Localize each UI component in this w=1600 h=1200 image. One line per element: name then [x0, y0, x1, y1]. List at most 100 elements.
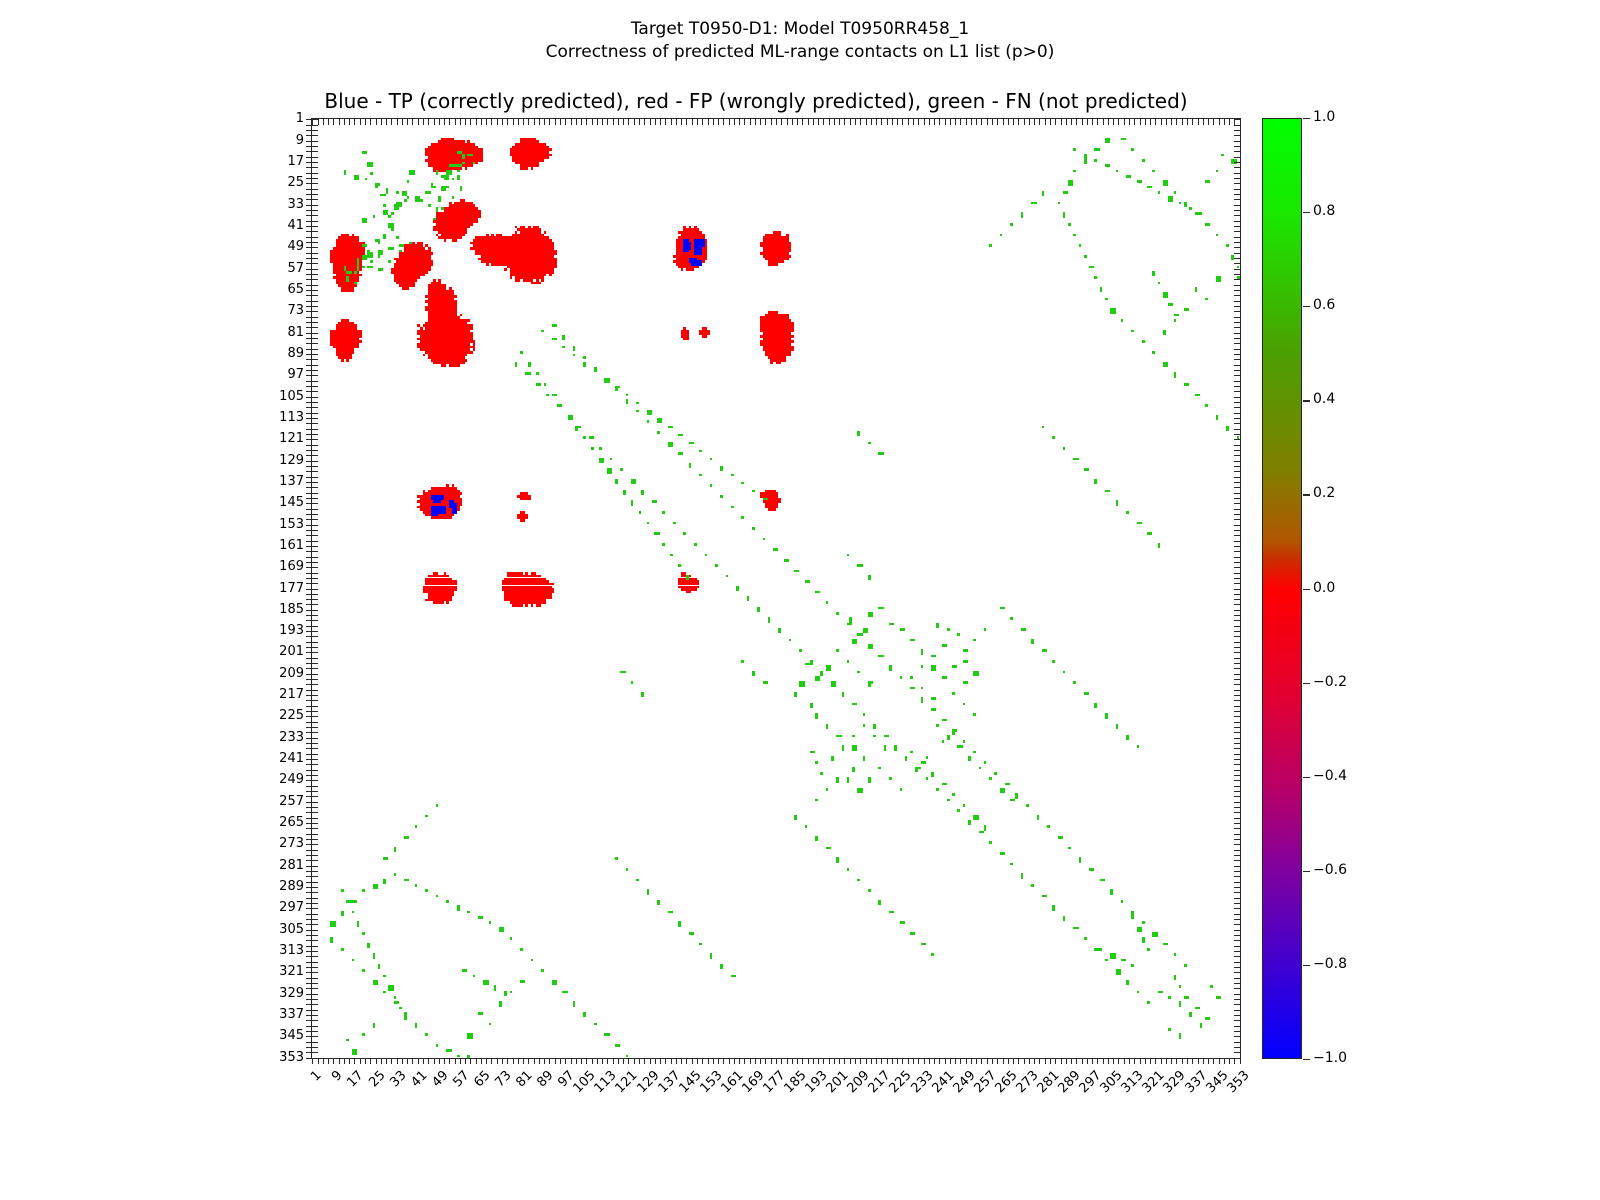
- contact-cell-fp: [446, 356, 449, 359]
- contact-cell-fp: [501, 254, 505, 258]
- contact-cell-fp: [467, 142, 471, 146]
- contact-cell-fp: [691, 228, 694, 231]
- contact-cell-fp: [493, 236, 497, 239]
- contact-cell-fp: [433, 220, 436, 223]
- contact-cell-fp: [335, 249, 339, 253]
- contact-cell-fp: [551, 582, 555, 586]
- contact-cell-fp: [427, 494, 431, 498]
- contact-cell-fp: [475, 238, 478, 242]
- contact-cell-fp: [767, 313, 771, 317]
- contact-cell-fp: [773, 500, 776, 503]
- contact-cell-fp: [538, 270, 542, 274]
- contact-cell-fp: [346, 350, 349, 354]
- contact-cell-fp: [538, 241, 542, 245]
- contact-cell-fn: [583, 436, 586, 439]
- contact-cell-fp: [520, 585, 523, 589]
- contact-cell-fp: [528, 230, 531, 234]
- contact-cell-fp: [441, 601, 444, 605]
- contact-cell-fp: [780, 318, 784, 322]
- contact-cell-fp: [451, 345, 455, 349]
- contact-cell-fp: [441, 334, 444, 338]
- contact-cell-fp: [462, 212, 465, 215]
- contact-cell-fp: [412, 260, 415, 263]
- contact-cell-fp: [767, 249, 771, 253]
- contact-cell-fp: [538, 236, 542, 239]
- contact-cell-fp: [517, 254, 521, 258]
- contact-cell-fp: [427, 294, 431, 298]
- contact-cell-fp: [406, 260, 410, 263]
- contact-cell-fp: [456, 209, 460, 213]
- contact-cell-fp: [786, 249, 789, 253]
- contact-cell-fp: [435, 284, 439, 287]
- contact-cell-fp: [788, 342, 792, 346]
- contact-cell-fp: [538, 273, 542, 277]
- contact-cell-fp: [530, 268, 534, 271]
- contact-cell-fp: [464, 142, 468, 146]
- contact-cell-fp: [441, 284, 444, 287]
- contact-cell-fp: [435, 300, 439, 303]
- contact-cell-fp: [338, 353, 341, 357]
- contact-cell-fp: [343, 353, 347, 357]
- contact-cell-fp: [477, 214, 481, 218]
- contact-cell-fp: [775, 254, 779, 258]
- contact-cell-fp: [448, 294, 452, 298]
- contact-cell-fn: [375, 238, 381, 242]
- contact-cell-fp: [533, 577, 536, 581]
- contact-cell-fp: [435, 596, 439, 599]
- contact-cell-fp: [512, 249, 515, 253]
- contact-cell-fp: [333, 268, 336, 271]
- contact-cell-fp: [333, 249, 336, 253]
- contact-cell-fp: [786, 252, 789, 255]
- contact-cell-fp: [530, 588, 534, 591]
- contact-cell-fp: [441, 486, 444, 490]
- contact-map-plot[interactable]: [311, 118, 1241, 1059]
- contact-cell-fp: [427, 345, 431, 349]
- contact-cell-fn: [433, 217, 436, 221]
- contact-cell-fp: [448, 289, 452, 293]
- contact-cell-fp: [688, 252, 692, 255]
- contact-cell-fp: [470, 222, 473, 226]
- contact-cell-fp: [765, 238, 768, 242]
- contact-cell-fp: [780, 246, 784, 250]
- contact-cell-fp: [786, 324, 789, 327]
- contact-cell-fp: [506, 246, 510, 250]
- contact-cell-fp: [520, 225, 523, 229]
- contact-cell-fp: [504, 268, 507, 271]
- contact-cell-fp: [522, 513, 526, 517]
- contact-cell-fp: [451, 364, 455, 367]
- contact-cell-fp: [538, 604, 542, 607]
- contact-cell-fp: [464, 340, 468, 343]
- contact-cell-fp: [433, 489, 436, 493]
- contact-cell-fp: [780, 238, 784, 242]
- contact-cell-fp: [683, 233, 687, 237]
- contact-cell-fp: [348, 321, 352, 325]
- contact-cell-fp: [443, 332, 447, 335]
- contact-cell-fp: [786, 241, 789, 245]
- contact-cell-fp: [538, 158, 542, 162]
- contact-cell-fp: [346, 286, 349, 290]
- contact-cell-fp: [354, 257, 357, 261]
- contact-cell-fp: [775, 332, 779, 335]
- contact-cell-fp: [506, 572, 510, 575]
- contact-cell-fp: [688, 590, 692, 594]
- contact-cell-fp: [435, 212, 439, 215]
- contact-cell-fp: [448, 353, 452, 357]
- contact-cell-fp: [528, 140, 531, 143]
- contact-cell-fp: [514, 270, 518, 274]
- contact-cell-fp: [448, 497, 452, 501]
- contact-cell-fp: [514, 156, 518, 159]
- contact-cell-fp: [443, 585, 447, 589]
- contact-cell-fp: [780, 313, 784, 317]
- contact-cell-fn: [346, 276, 349, 282]
- contact-cell-fp: [538, 601, 542, 605]
- contact-cell-fp: [441, 236, 444, 239]
- contact-cell-fp: [427, 497, 431, 501]
- contact-cell-fp: [528, 236, 531, 239]
- contact-cell-fp: [459, 217, 463, 221]
- contact-cell-fp: [501, 585, 505, 589]
- contact-cell-fp: [343, 249, 347, 253]
- contact-cell-fp: [433, 310, 436, 314]
- contact-cell-fp: [491, 233, 494, 237]
- contact-cell-fp: [451, 302, 455, 306]
- contact-cell-fp: [454, 212, 457, 215]
